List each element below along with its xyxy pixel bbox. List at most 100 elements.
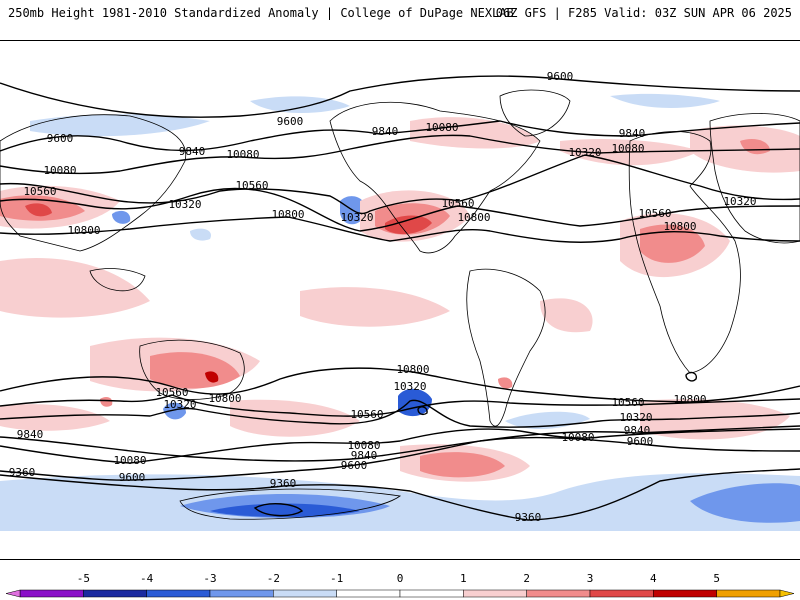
colorbar-tick-label: 0: [397, 572, 404, 585]
contour-label: 10320: [340, 211, 373, 224]
contour-label: 10560: [611, 396, 644, 409]
contour-label: 10320: [723, 195, 756, 208]
contour-label: 10080: [43, 164, 76, 177]
colorbar-segment: [653, 589, 717, 598]
colorbar-tick-label: -2: [267, 572, 280, 585]
contour-label: 10320: [619, 411, 652, 424]
contour-label: 10800: [673, 393, 706, 406]
colorbar-tick-label: -4: [140, 572, 154, 585]
pos-anomaly-region: [25, 203, 52, 217]
coastline-indonesia: [89, 268, 146, 292]
colorbar-tick-label: -1: [330, 572, 343, 585]
colorbar-tick-label: 3: [587, 572, 594, 585]
contour-label: 10800: [271, 208, 304, 221]
colorbar-segment: [83, 589, 147, 598]
contour-label: 9600: [47, 132, 74, 145]
contour-label: 10800: [396, 363, 429, 376]
contour-label: 9360: [270, 477, 297, 490]
contour-10560-south: [0, 394, 800, 417]
pos-anomaly-region: [410, 117, 540, 149]
contour-10800-north: [0, 216, 800, 243]
pos-anomaly-region: [640, 399, 790, 440]
contour-label: 10320: [393, 380, 426, 393]
neg-anomaly-region: [190, 228, 211, 241]
contour-9360-south: [0, 468, 800, 521]
contour-label: 10320: [568, 146, 601, 159]
colorbar-segment: [716, 589, 781, 598]
contour-label: 10800: [67, 224, 100, 237]
contour-9600-south: [0, 436, 800, 481]
colorbar-segment: [399, 589, 464, 598]
contour-label: 10560: [350, 408, 383, 421]
colorbar-segment: [526, 589, 591, 598]
map-panel: 9600 9600 9600 9840 10080 9840 10080 9840 10080 1…: [0, 40, 800, 560]
colorbar-arrow-right: [779, 589, 795, 598]
coastline-greenland: [499, 89, 571, 137]
contour-10080-south: [0, 428, 800, 464]
contour-10560-north: [0, 187, 800, 232]
pos-anomaly-region: [640, 224, 705, 263]
contour-label: 9840: [619, 127, 646, 140]
coastline-asia-east: [709, 113, 800, 244]
contour-closed-small: [417, 406, 428, 416]
neg-anomaly-region: [30, 114, 210, 137]
pos-anomaly-region: [0, 257, 150, 318]
colorbar-segment: [273, 589, 337, 598]
coastline-europe-africa: [628, 131, 741, 374]
chart-title: 250mb Height 1981-2010 Standardized Anom…: [8, 6, 514, 20]
contour-10320-south: [0, 399, 800, 428]
contour-label: 9360: [9, 466, 36, 479]
contour-label: 10800: [663, 220, 696, 233]
coastline-south-america: [466, 268, 546, 427]
contour-label: 10080: [347, 439, 380, 452]
neg-anomaly-region: [250, 96, 350, 113]
pos-anomaly-region: [205, 371, 219, 383]
contour-closed-small: [685, 371, 698, 382]
pos-anomaly-region: [0, 404, 110, 431]
contour-label: 10800: [457, 211, 490, 224]
contour-label: 10080: [113, 454, 146, 467]
run-valid-time: 06Z GFS | F285 Valid: 03Z SUN APR 06 202…: [495, 6, 792, 20]
coastline-asia: [0, 114, 187, 252]
contour-label: 9600: [627, 435, 654, 448]
pos-anomaly-region: [300, 287, 450, 327]
contour-label: 10560: [23, 185, 56, 198]
colorbar-segment: [589, 589, 654, 598]
contour-9360-closed: [253, 503, 304, 517]
coastline-north-america: [329, 101, 541, 254]
neg-anomaly-region: [610, 93, 720, 108]
contour-label: 10560: [235, 179, 268, 192]
pos-anomaly-region: [540, 298, 593, 333]
colorbar-segment: [336, 589, 401, 598]
height-contours: [0, 75, 800, 521]
contour-label: 9360: [515, 511, 542, 524]
neg-anomaly-region: [690, 483, 800, 523]
contour-label: 10080: [611, 142, 644, 155]
colorbar-tick-label: -5: [77, 572, 90, 585]
colorbar-segment: [209, 589, 274, 598]
contour-label: 10080: [425, 121, 458, 134]
contour-9840-north: [0, 120, 800, 152]
contour-label: 10560: [441, 197, 474, 210]
coastline-australia: [139, 339, 245, 400]
contour-label: 9840: [351, 449, 378, 462]
contour-9840-south: [0, 425, 800, 462]
contour-label: 9600: [547, 70, 574, 83]
coastlines: [0, 89, 800, 520]
contour-label: 9600: [119, 471, 146, 484]
neg-anomaly-region: [163, 402, 186, 420]
contour-label: 9600: [277, 115, 304, 128]
contour-label: 10080: [226, 148, 259, 161]
contour-label: 10800: [208, 392, 241, 405]
colorbar-segment: [146, 589, 211, 598]
pos-anomaly-region: [100, 397, 113, 407]
contour-label: 10560: [638, 207, 671, 220]
contour-label: 9600: [341, 459, 368, 472]
neg-anomaly-region: [112, 210, 131, 224]
neg-anomaly-region: [210, 503, 360, 517]
colorbar-segment: [463, 589, 527, 598]
colorbar-tick-label: 1: [460, 572, 467, 585]
colorbar-tick-label: 4: [650, 572, 657, 585]
